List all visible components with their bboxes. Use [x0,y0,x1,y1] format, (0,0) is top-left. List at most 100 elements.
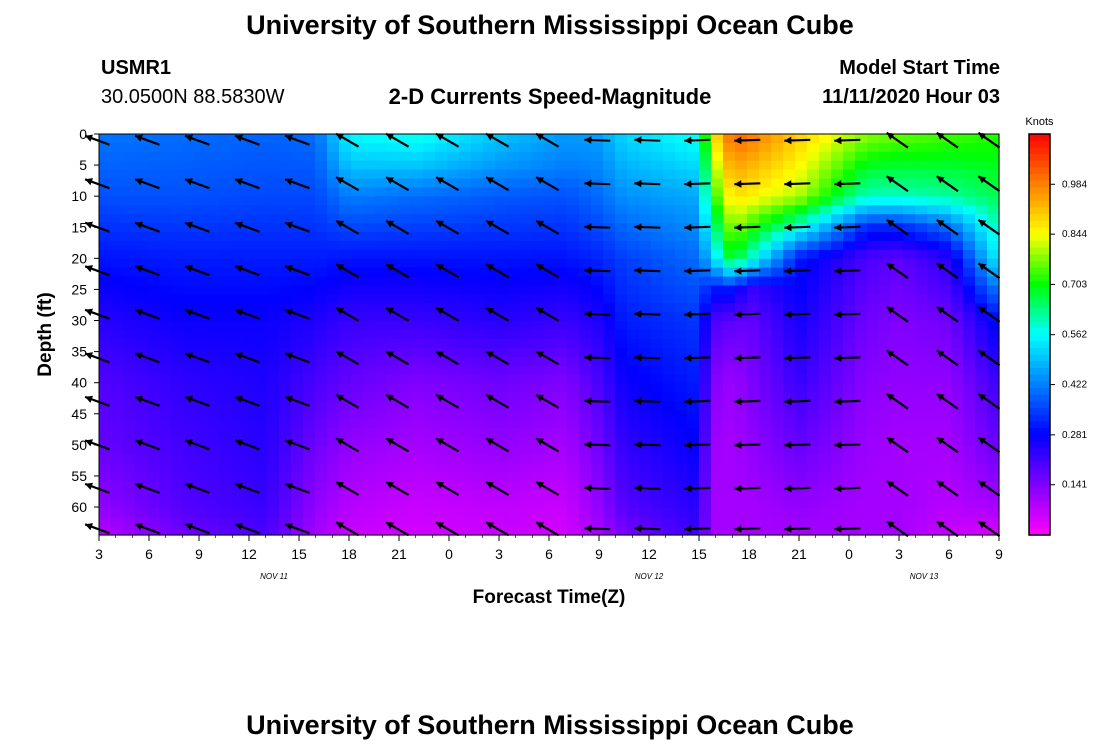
heatmap-cell [603,526,616,536]
heatmap-cell [399,347,412,358]
heatmap-cell [927,321,940,331]
colorbar-segment [1029,287,1050,295]
heatmap-cell [603,436,616,447]
heatmap-cell [867,276,880,287]
model-start-value: 11/11/2020 Hour 03 [822,86,1000,108]
heatmap-cell [339,187,352,197]
heatmap-cell [735,490,748,500]
heatmap-cell [483,463,496,474]
heatmap-cell [855,187,868,197]
heatmap-cell [111,526,124,536]
heatmap-cell [315,285,328,295]
heatmap-cell [327,276,340,287]
heatmap-cell [879,419,892,429]
heatmap-cell [699,428,712,438]
heatmap-cell [531,232,544,242]
heatmap-cell [687,392,700,402]
heatmap-cell [687,258,700,269]
heatmap-cell [183,169,196,180]
heatmap-cell [747,499,760,509]
heatmap-cell [987,374,1000,385]
heatmap-cell [291,436,304,447]
heatmap-cell [747,134,760,144]
heatmap-cell [399,338,412,349]
heatmap-cell [963,454,976,465]
heatmap-cell [327,436,340,447]
heatmap-cell [279,419,292,429]
heatmap-cell [555,472,568,483]
current-vector-arrowhead [135,439,143,447]
heatmap-cell [867,383,880,394]
heatmap-cell [327,267,340,278]
heatmap-cell [639,383,652,394]
heatmap-cell [831,187,844,197]
heatmap-cell [639,312,652,322]
heatmap-cell [315,428,328,438]
heatmap-cell [699,392,712,402]
heatmap-cell [123,142,136,153]
heatmap-cell [375,178,388,189]
heatmap-cell [243,151,256,162]
heatmap-cell [219,445,232,456]
current-vector-arrowhead [336,177,345,185]
heatmap-cell [915,214,928,224]
heatmap-cell [471,160,484,171]
heatmap-cell [783,249,796,260]
heatmap-cell [627,445,640,456]
heatmap-cell [495,196,508,206]
heatmap-cell [375,223,388,233]
heatmap-cell [927,151,940,162]
heatmap-cell [279,330,292,340]
heatmap-cell [939,223,952,233]
heatmap-cell [519,321,532,331]
heatmap-cell [831,454,844,465]
heatmap-cell [243,205,256,215]
heatmap-cell [927,481,940,492]
heatmap-cell [123,276,136,287]
heatmap-cell [807,258,820,269]
heatmap-cell [687,445,700,456]
heatmap-cell [147,196,160,206]
heatmap-cell [471,267,484,278]
heatmap-cell [819,160,832,171]
heatmap-cell [807,240,820,251]
heatmap-cell [639,205,652,215]
heatmap-cell [531,312,544,322]
heatmap-cell [879,499,892,509]
heatmap-cell [951,383,964,394]
heatmap-cell [555,303,568,313]
colorbar-segment [1029,468,1050,476]
heatmap-cell [447,410,460,420]
heatmap-cell [807,401,820,411]
heatmap-cell [135,303,148,313]
heatmap-cell [903,196,916,206]
heatmap-cell [903,428,916,438]
heatmap-cell [159,169,172,180]
heatmap-cell [735,383,748,394]
heatmap-cell [627,249,640,260]
heatmap-cell [987,321,1000,331]
heatmap-cell [567,178,580,189]
heatmap-cell [723,428,736,438]
heatmap-cell [327,312,340,322]
heatmap-cell [699,321,712,331]
heatmap-cell [723,134,736,144]
heatmap-cell [279,338,292,349]
heatmap-cell [423,419,436,429]
heatmap-cell [663,356,676,367]
heatmap-cell [423,214,436,224]
heatmap-cell [255,151,268,162]
heatmap-cell [555,392,568,402]
heatmap-cell [807,338,820,349]
current-vector-arrowhead [386,351,395,359]
current-vector-arrowhead [135,352,143,360]
heatmap-cell [795,508,808,518]
heatmap-cell [279,436,292,447]
heatmap-cell [147,490,160,500]
heatmap-cell [135,142,148,153]
heatmap-cell [279,374,292,385]
heatmap-cell [555,214,568,224]
heatmap-cell [219,303,232,313]
heatmap-cell [807,178,820,189]
heatmap-cell [831,196,844,206]
